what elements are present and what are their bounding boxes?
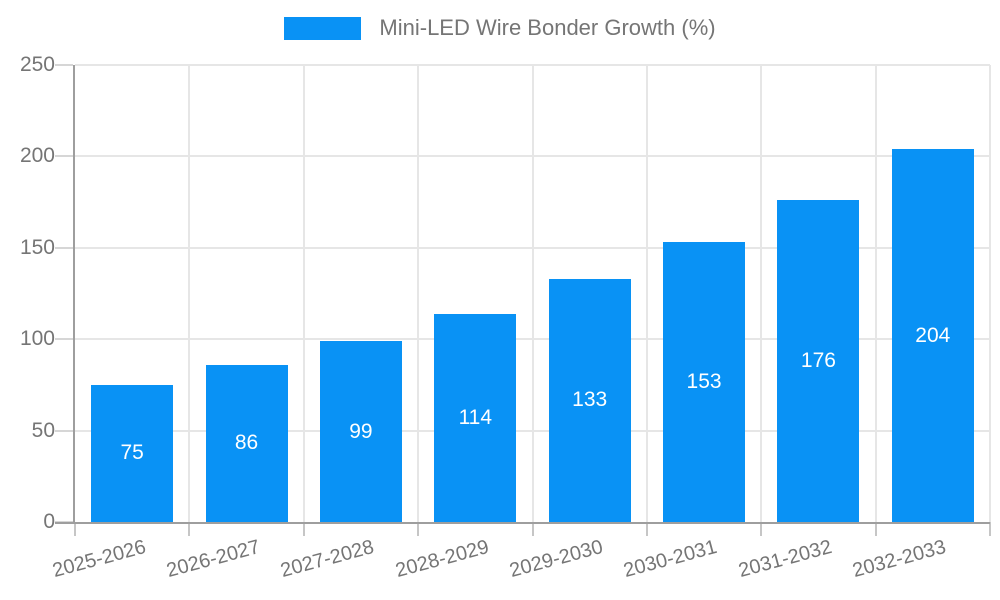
x-axis-label: 2030-2031 (621, 536, 720, 583)
x-gridline (531, 65, 534, 522)
x-axis-tick (645, 522, 648, 536)
y-axis-tick (55, 155, 73, 158)
x-axis-label: 2026-2027 (164, 536, 263, 583)
bar-value-label: 133 (572, 388, 608, 412)
x-gridline (874, 65, 877, 522)
legend-label[interactable]: Mini-LED Wire Bonder Growth (%) (379, 15, 716, 40)
y-axis-tick (55, 338, 73, 341)
bar[interactable]: 176 (777, 200, 860, 522)
y-axis-label: 200 (19, 144, 55, 168)
x-axis-label: 2028-2029 (392, 536, 492, 583)
bar-value-label: 75 (120, 441, 144, 465)
x-axis-tick (874, 522, 877, 536)
x-gridline (989, 65, 991, 522)
x-axis-label: 2032-2033 (850, 536, 949, 583)
x-axis-tick (417, 522, 420, 536)
y-axis-label: 250 (19, 53, 55, 76)
x-axis-tick (188, 522, 191, 536)
bar[interactable]: 114 (434, 313, 517, 522)
bar[interactable]: 204 (891, 149, 974, 522)
x-axis-tick (302, 522, 305, 536)
y-axis-label: 0 (43, 510, 55, 533)
x-axis-tick (531, 522, 534, 536)
x-gridline (417, 65, 420, 522)
bar-value-label: 99 (349, 419, 373, 443)
x-axis-label: 2029-2030 (507, 536, 606, 583)
x-gridline (645, 65, 648, 522)
x-axis-label: 2031-2032 (736, 536, 835, 583)
y-axis-tick (55, 429, 73, 432)
x-axis-line (55, 522, 990, 524)
x-gridline (760, 65, 763, 522)
x-axis-label: 2025-2026 (49, 536, 148, 583)
bar[interactable]: 99 (319, 341, 402, 522)
x-axis-tick (989, 522, 991, 536)
bar-value-label: 114 (458, 405, 493, 429)
y-axis-tick (55, 246, 73, 249)
bar[interactable]: 133 (548, 278, 631, 522)
bar[interactable]: 75 (91, 384, 174, 522)
bar-value-label: 204 (915, 323, 951, 347)
y-axis-tick (55, 64, 73, 66)
legend-swatch-icon[interactable] (284, 16, 362, 40)
plot-area: 0 50 100 150 200 250 75 2025-2026 86 2026-2027 99 2… (20, 53, 991, 582)
x-gridline (188, 65, 191, 522)
bar-value-label: 153 (686, 370, 722, 394)
bar[interactable]: 86 (205, 364, 288, 522)
x-axis-tick (760, 522, 763, 536)
bar-value-label: 176 (800, 349, 836, 373)
bar-value-label: 86 (234, 431, 259, 455)
y-axis-label: 50 (31, 418, 55, 442)
x-axis-label: 2027-2028 (278, 536, 377, 583)
y-axis-line (73, 65, 75, 522)
y-axis-label: 150 (19, 235, 55, 259)
bar[interactable]: 153 (663, 242, 746, 522)
x-gridline (302, 65, 305, 522)
x-axis-tick (74, 522, 76, 536)
chart-legend: Mini-LED Wire Bonder Growth (%) (0, 15, 1000, 41)
y-axis-label: 100 (19, 327, 55, 351)
